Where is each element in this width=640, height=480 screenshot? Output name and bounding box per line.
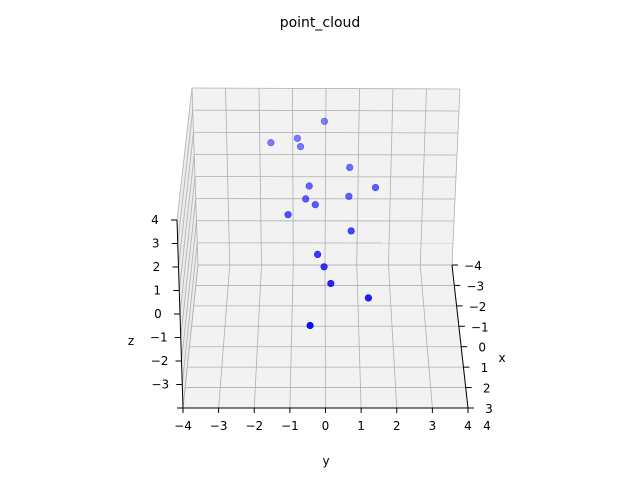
chart-title: point_cloud — [280, 15, 361, 31]
z-tick-label: 3 — [152, 237, 160, 251]
data-point — [306, 321, 314, 330]
x-tick-label: 3 — [485, 402, 493, 416]
data-point — [371, 184, 380, 192]
data-point — [364, 294, 373, 302]
data-point — [345, 192, 353, 200]
data-point — [302, 195, 310, 203]
z-tick-label: −3 — [151, 378, 169, 392]
y-tick-label: −4 — [174, 419, 192, 433]
y-tick-label: 0 — [322, 419, 330, 433]
x-tick-label: −1 — [471, 320, 489, 334]
x-axis-line — [451, 264, 469, 409]
grid-line — [178, 154, 195, 291]
z-tick-label: −1 — [150, 331, 168, 345]
x-tick-label: −3 — [466, 279, 484, 293]
data-point — [346, 163, 354, 171]
z-tick-label: 4 — [151, 213, 159, 227]
grid-line — [177, 110, 194, 244]
grid-line — [356, 264, 362, 409]
z-axis-label: z — [128, 334, 134, 348]
y-tick-label: 2 — [393, 419, 401, 433]
grid-line — [182, 264, 199, 409]
grid-line — [176, 87, 193, 221]
data-point — [284, 211, 292, 219]
grid-line — [192, 109, 460, 112]
grid-line — [324, 264, 326, 409]
tick-marks — [171, 219, 474, 413]
y-tick-label: 3 — [429, 419, 437, 433]
data-point — [320, 117, 329, 125]
grid-line — [180, 198, 197, 338]
data-point — [296, 143, 305, 151]
grid-line — [179, 176, 196, 315]
y-axis-label: y — [322, 454, 329, 468]
data-point — [293, 134, 302, 142]
grid-line — [388, 264, 398, 409]
grid-line — [191, 87, 461, 90]
grid-line — [194, 176, 457, 178]
x-tick-label: −2 — [469, 300, 487, 314]
data-point — [320, 263, 328, 271]
z-tick-label: 1 — [153, 284, 161, 298]
x-tick-label: 0 — [478, 341, 486, 355]
y-tick-label: −3 — [210, 419, 228, 433]
data-point — [311, 201, 319, 209]
z-tick-label: 2 — [153, 260, 161, 274]
y-tick-label: 4 — [464, 419, 472, 433]
data-point — [327, 279, 335, 288]
y-tick-label: −1 — [281, 419, 299, 433]
grid-line — [178, 132, 194, 268]
grid-line — [181, 242, 198, 385]
data-point — [305, 182, 313, 190]
x-tick-label: 2 — [483, 382, 491, 396]
grid-line — [181, 220, 197, 362]
z-tick-label: 0 — [154, 307, 162, 321]
grid-line — [194, 153, 458, 156]
grid-line — [193, 131, 459, 134]
y-tick-label: −2 — [245, 419, 263, 433]
grid-line — [253, 264, 262, 409]
x-tick-label: 1 — [481, 361, 489, 375]
data-point — [347, 227, 355, 235]
grid-line — [419, 264, 433, 409]
x-axis-label: x — [498, 351, 505, 365]
y-tick-label: 1 — [357, 419, 365, 433]
data-point — [314, 250, 322, 258]
x-tick-label: −4 — [464, 259, 482, 273]
grid-line — [289, 264, 294, 409]
z-tick-label: −2 — [151, 354, 169, 368]
grid-line — [218, 264, 231, 409]
x-tick-label: 4 — [483, 419, 491, 433]
data-points — [267, 117, 380, 330]
data-point — [267, 139, 275, 147]
